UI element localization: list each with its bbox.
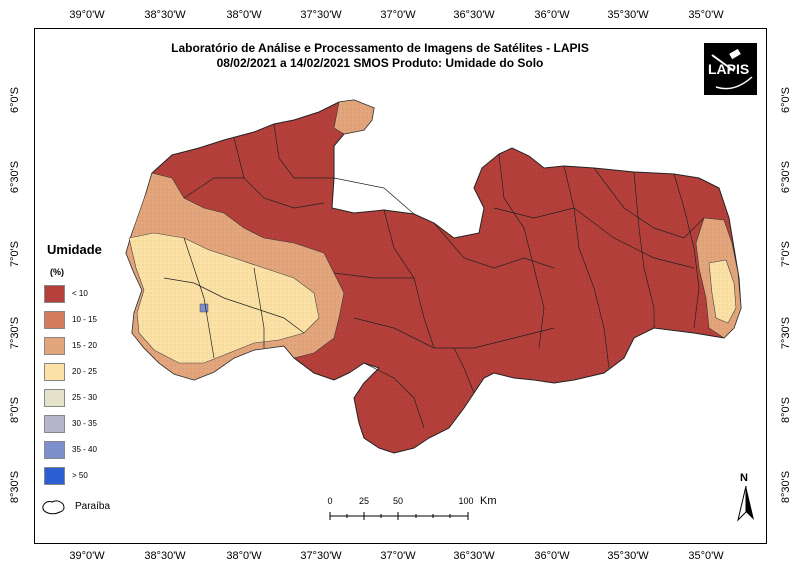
legend-swatch	[44, 363, 65, 381]
longitude-tick-bottom: 37°30'W	[300, 550, 342, 562]
legend-label: 20 - 25	[72, 367, 97, 376]
legend-swatch	[44, 415, 65, 433]
longitude-tick-top: 37°30'W	[300, 9, 342, 21]
longitude-tick-top: 35°0'W	[688, 9, 724, 21]
latitude-tick-left: 6°0'S	[9, 86, 21, 114]
longitude-tick-top: 36°0'W	[534, 9, 570, 21]
latitude-tick-right: 7°30'S	[780, 316, 792, 350]
boundary-label: Paraíba	[75, 501, 111, 512]
latitude-tick-right: 7°0'S	[780, 240, 792, 268]
longitude-tick-top: 35°30'W	[607, 9, 649, 21]
latitude-tick-left: 8°30'S	[9, 470, 21, 504]
region-15-20-north	[333, 99, 375, 135]
longitude-tick-bottom: 37°0'W	[380, 550, 416, 562]
legend-label: < 10	[72, 289, 88, 298]
pixel-35-40	[199, 303, 209, 313]
latitude-tick-left: 7°30'S	[9, 316, 21, 350]
legend-title: Umidade	[47, 242, 102, 257]
scale-tick-label: 0	[327, 496, 333, 506]
legend-unit: (%)	[50, 267, 64, 277]
longitude-tick-top: 37°0'W	[380, 9, 416, 21]
north-arrow: N	[736, 472, 756, 522]
legend-label: 10 - 15	[72, 315, 97, 324]
legend-label: > 50	[72, 471, 88, 480]
longitude-tick-top: 38°30'W	[144, 9, 186, 21]
legend-label: 15 - 20	[72, 341, 97, 350]
scale-tick-label: 50	[392, 496, 404, 506]
north-arrow-icon	[737, 486, 754, 522]
legend-label: 25 - 30	[72, 393, 97, 402]
legend-swatch	[44, 285, 65, 303]
map-title-line2: 08/02/2021 a 14/02/2021 SMOS Produto: Um…	[216, 56, 544, 70]
latitude-tick-right: 8°0'S	[780, 396, 792, 424]
legend-swatch	[44, 311, 65, 329]
lapis-logo: LAPIS	[704, 43, 757, 95]
legend-swatch	[44, 337, 65, 355]
legend-label: 30 - 35	[72, 419, 97, 428]
scale-tick-label: 100	[458, 496, 474, 506]
map-canvas	[125, 99, 742, 454]
latitude-tick-right: 6°0'S	[780, 86, 792, 114]
north-label: N	[740, 472, 748, 484]
legend-label: 35 - 40	[72, 445, 97, 454]
longitude-tick-bottom: 39°0'W	[69, 550, 105, 562]
latitude-tick-left: 6°30'S	[9, 160, 21, 194]
legend-swatch	[44, 441, 65, 459]
longitude-tick-bottom: 35°0'W	[688, 550, 724, 562]
longitude-tick-bottom: 38°0'W	[226, 550, 262, 562]
legend-swatch	[44, 467, 65, 485]
satellite-icon	[711, 48, 753, 90]
municipal-boundaries	[163, 123, 705, 429]
boundary-symbol-icon	[42, 500, 65, 515]
longitude-tick-bottom: 36°30'W	[453, 550, 495, 562]
map-title-line1: Laboratório de Análise e Processamento d…	[171, 41, 589, 55]
map-frame	[34, 28, 767, 544]
logo-text: LAPIS	[708, 61, 750, 77]
longitude-tick-top: 39°0'W	[69, 9, 105, 21]
longitude-tick-bottom: 38°30'W	[144, 550, 186, 562]
latitude-tick-left: 8°0'S	[9, 396, 21, 424]
region-20-25-east	[708, 259, 737, 324]
longitude-tick-bottom: 35°30'W	[607, 550, 649, 562]
latitude-tick-right: 8°30'S	[780, 470, 792, 504]
scale-bar	[329, 512, 469, 520]
longitude-tick-top: 38°0'W	[226, 9, 262, 21]
scale-tick-label: 25	[358, 496, 370, 506]
latitude-tick-left: 7°0'S	[9, 240, 21, 268]
latitude-tick-right: 6°30'S	[780, 160, 792, 194]
legend-swatch	[44, 389, 65, 407]
scale-unit: Km	[480, 495, 497, 507]
longitude-tick-bottom: 36°0'W	[534, 550, 570, 562]
longitude-tick-top: 36°30'W	[453, 9, 495, 21]
